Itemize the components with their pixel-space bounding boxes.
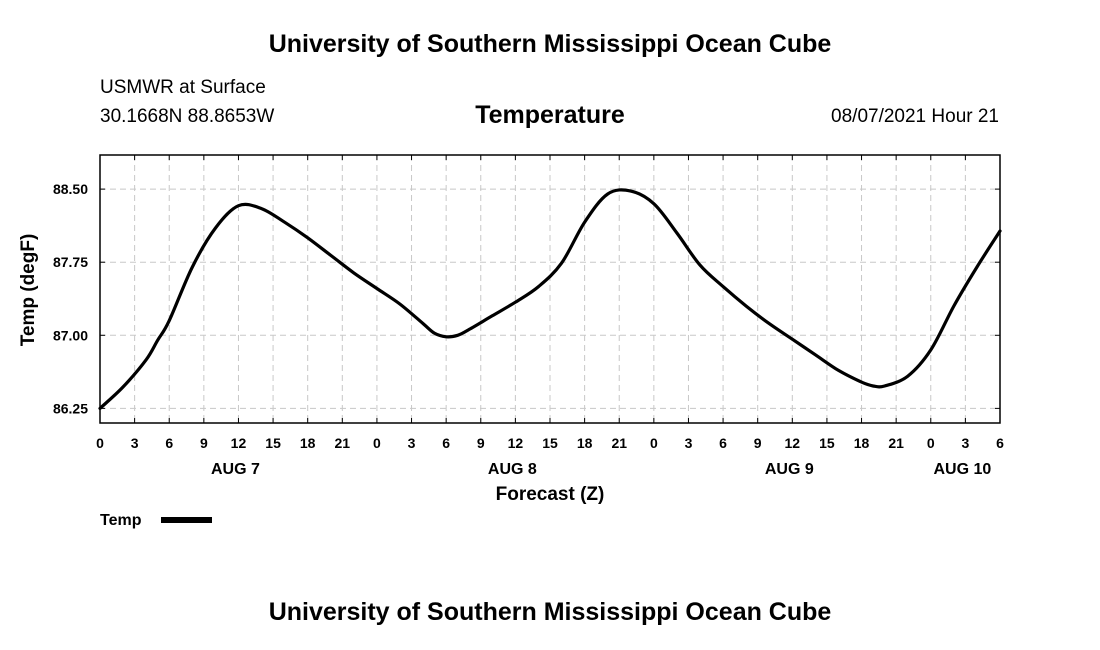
x-tick-label: 21 (611, 435, 627, 451)
y-axis-label: Temp (degF) (18, 234, 39, 347)
temp-series-line (98, 188, 1002, 410)
x-tick-label: 15 (819, 435, 835, 451)
chart-title-top: University of Southern Mississippi Ocean… (268, 30, 832, 58)
x-tick-label: 18 (577, 435, 593, 451)
x-tick-label: 3 (961, 435, 969, 451)
series-group (98, 188, 1002, 410)
x-tick-label: 21 (335, 435, 351, 451)
x-tick-label: 15 (265, 435, 281, 451)
x-tick-label: 15 (542, 435, 558, 451)
coordinates-label: 30.1668N 88.8653W (100, 106, 275, 127)
legend-label: Temp (100, 512, 142, 529)
x-tick-label: 9 (477, 435, 485, 451)
x-tick-label: 6 (165, 435, 173, 451)
day-label: AUG 8 (488, 461, 537, 478)
variable-title: Temperature (475, 101, 625, 129)
x-tick-label: 3 (685, 435, 693, 451)
x-tick-label: 0 (373, 435, 381, 451)
x-tick-label: 9 (200, 435, 208, 451)
legend-swatch (161, 517, 212, 523)
x-tick-label: 21 (888, 435, 904, 451)
timestamp-label: 08/07/2021 Hour 21 (831, 106, 999, 127)
x-tick-label: 0 (650, 435, 658, 451)
day-labels: AUG 7 AUG 8 AUG 9 AUG 10 (211, 461, 991, 478)
y-tick-label: 87.00 (53, 327, 88, 343)
day-label: AUG 10 (933, 461, 991, 478)
x-tick-label: 6 (442, 435, 450, 451)
x-tick-label: 3 (408, 435, 416, 451)
x-tick-label: 12 (785, 435, 801, 451)
x-tick-labels: 0 3 6 9 12 15 18 21 0 3 6 9 12 15 18 21 0 3 6 9 12 15 18 21 0 3 6 (96, 435, 1004, 451)
x-tick-label: 12 (231, 435, 247, 451)
day-label: AUG 7 (211, 461, 260, 478)
x-tick-label: 0 (927, 435, 935, 451)
x-tick-label: 9 (754, 435, 762, 451)
day-label: AUG 9 (765, 461, 814, 478)
y-tick-label: 86.25 (53, 400, 88, 416)
y-tick-label: 87.75 (53, 254, 88, 270)
x-tick-label: 18 (300, 435, 316, 451)
x-tick-label: 12 (508, 435, 524, 451)
x-tick-label: 6 (719, 435, 727, 451)
station-label: USMWR at Surface (100, 77, 266, 98)
y-tick-label: 88.50 (53, 181, 88, 197)
x-tick-label: 0 (96, 435, 104, 451)
y-tick-labels: 86.25 87.00 87.75 88.50 (53, 181, 88, 416)
x-tick-label: 3 (131, 435, 139, 451)
x-axis-label: Forecast (Z) (496, 484, 605, 505)
chart-title-bottom: University of Southern Mississippi Ocean… (268, 598, 832, 626)
x-tick-label: 6 (996, 435, 1004, 451)
plot-frame (99, 154, 1001, 424)
chart-grid (99, 155, 1001, 423)
x-tick-label: 18 (854, 435, 870, 451)
